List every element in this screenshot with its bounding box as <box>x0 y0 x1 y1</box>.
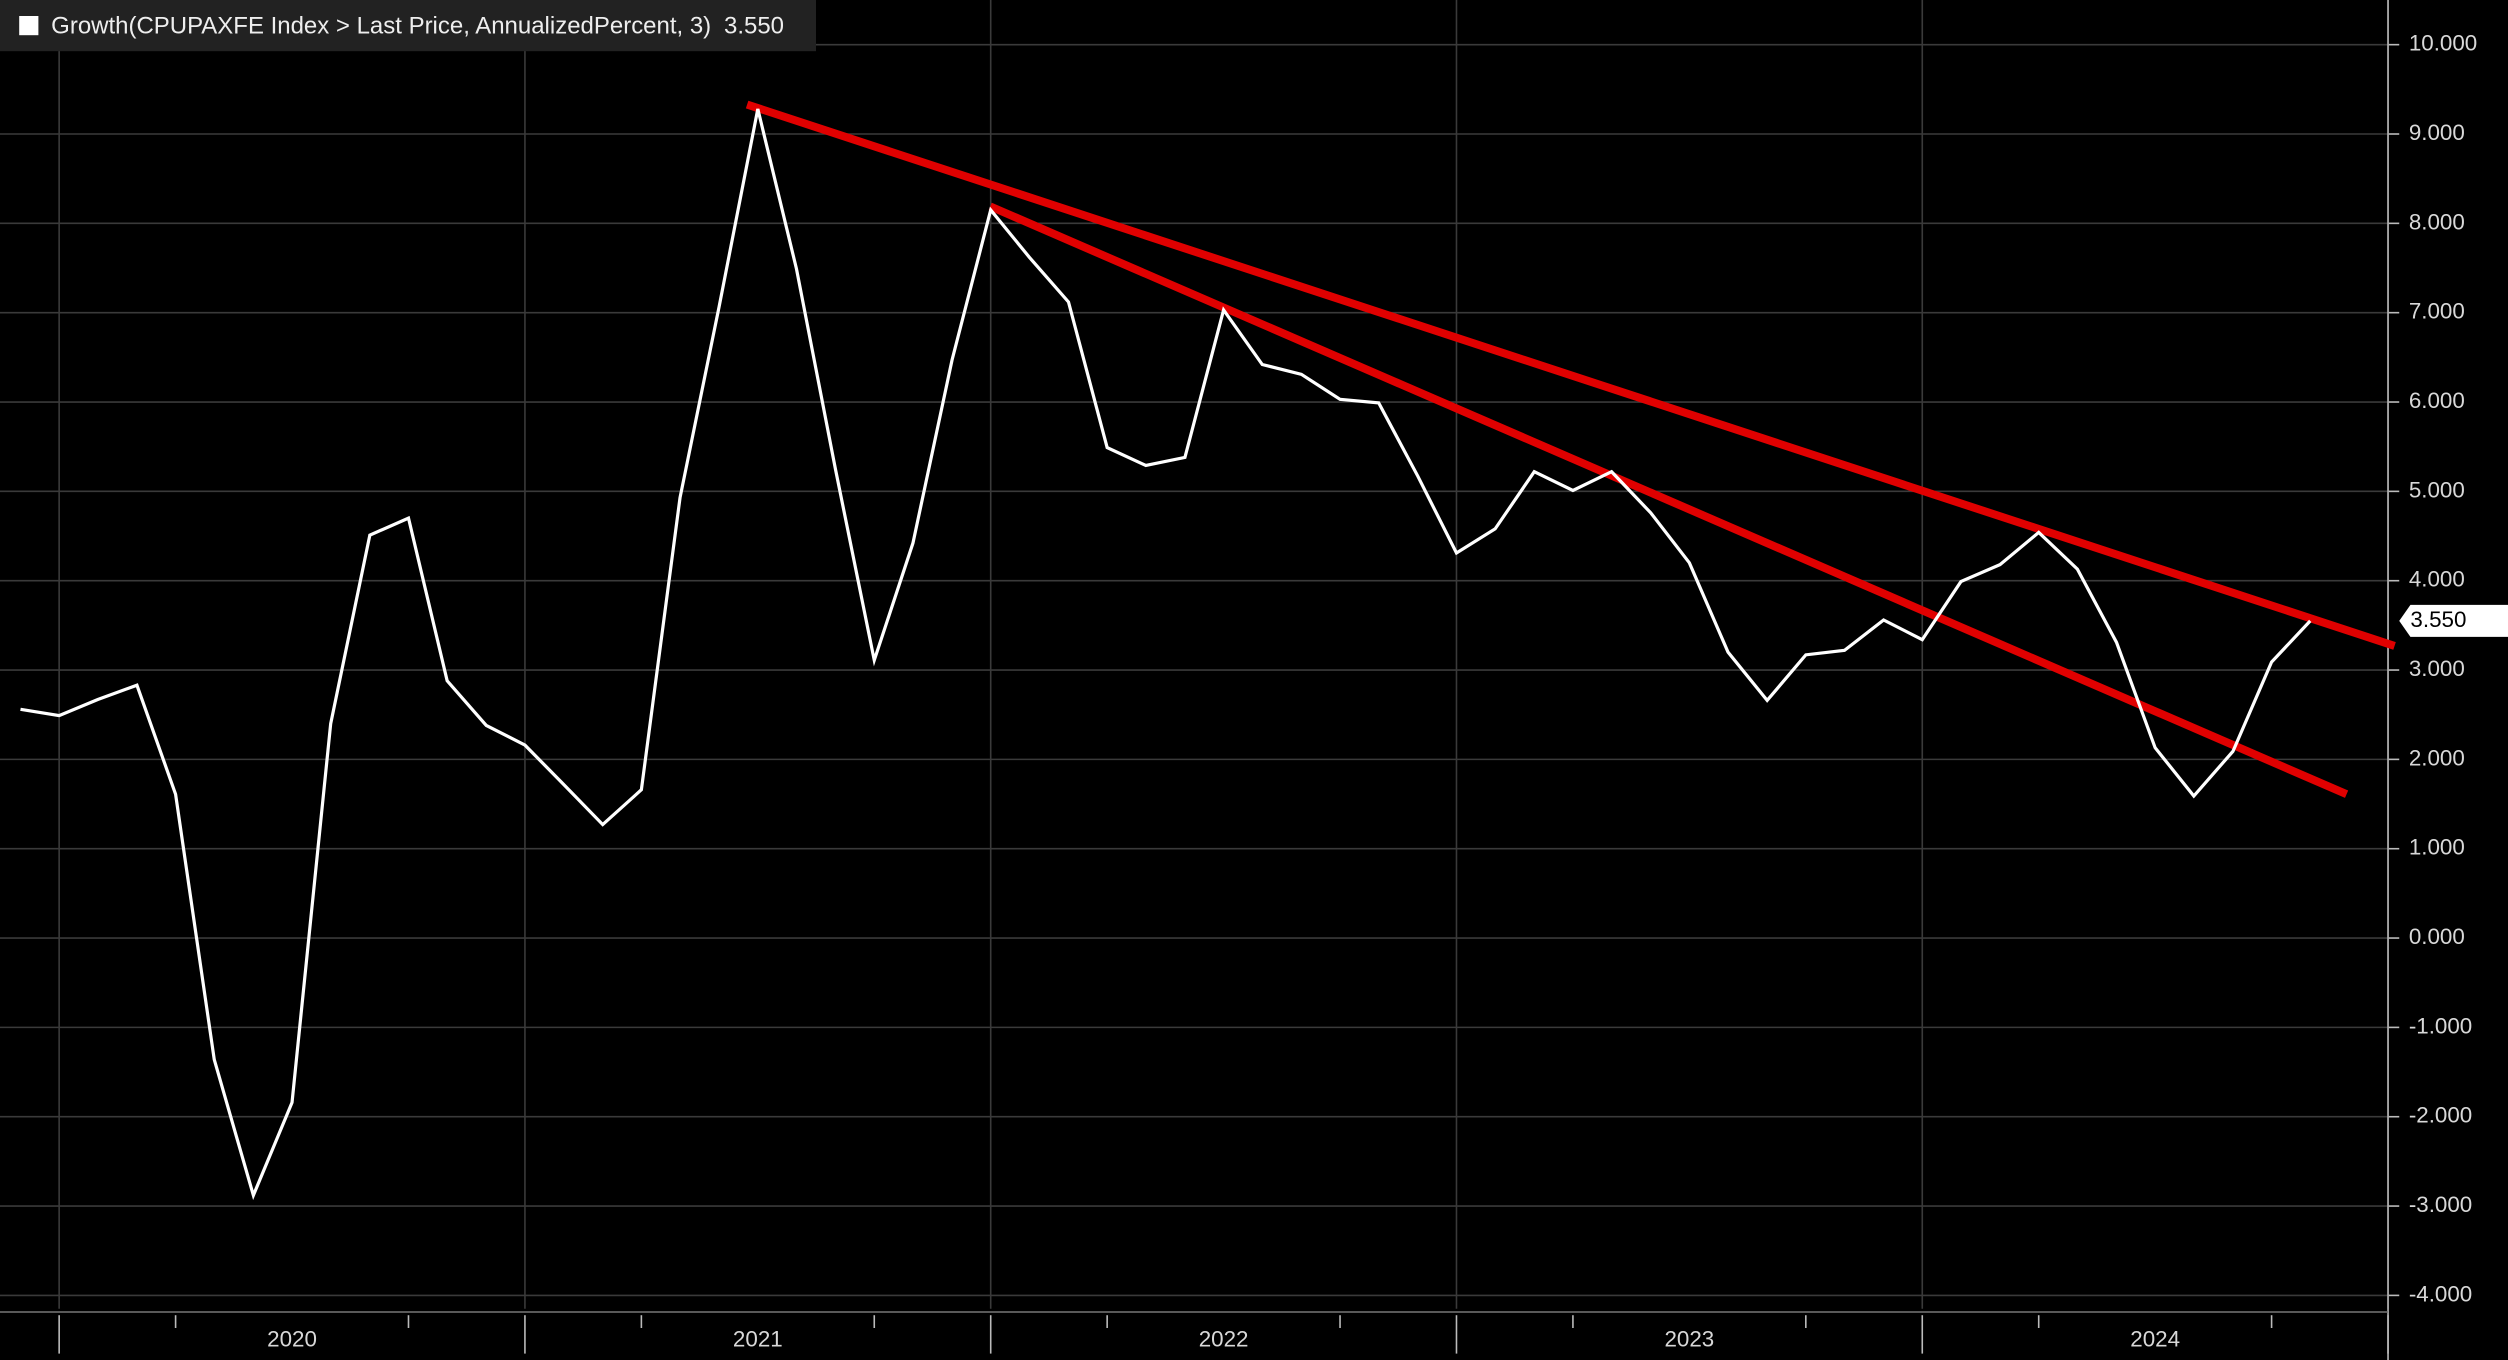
y-tick-label: 9.000 <box>2409 120 2465 145</box>
y-tick-label: 4.000 <box>2409 567 2465 592</box>
x-tick-label: 2022 <box>1199 1327 1249 1352</box>
x-tick-label: 2021 <box>733 1327 783 1352</box>
legend-background <box>0 0 816 52</box>
legend-label: Growth(CPUPAXFE Index > Last Price, Annu… <box>51 13 711 40</box>
x-tick-label: 2023 <box>1664 1327 1714 1352</box>
x-tick-label: 2024 <box>2130 1327 2180 1352</box>
y-tick-label: 2.000 <box>2409 745 2465 770</box>
legend-value: 3.550 <box>724 13 784 40</box>
trendline <box>988 202 2349 798</box>
y-tick-label: 8.000 <box>2409 209 2465 234</box>
last-value-tag <box>2399 604 2508 637</box>
last-value-label: 3.550 <box>2410 607 2466 632</box>
legend-swatch <box>19 16 39 36</box>
y-tick-label: -1.000 <box>2409 1013 2472 1038</box>
y-tick-label: -2.000 <box>2409 1103 2472 1128</box>
y-tick-label: -3.000 <box>2409 1192 2472 1217</box>
trendline <box>745 100 2396 650</box>
y-tick-label: 1.000 <box>2409 835 2465 860</box>
y-tick-label: -4.000 <box>2409 1281 2472 1306</box>
y-tick-label: 6.000 <box>2409 388 2465 413</box>
y-tick-label: 3.000 <box>2409 656 2465 681</box>
y-tick-label: 0.000 <box>2409 924 2465 949</box>
x-tick-label: 2020 <box>267 1327 317 1352</box>
series-line <box>20 108 2312 1201</box>
y-tick-label: 5.000 <box>2409 477 2465 502</box>
legend: Growth(CPUPAXFE Index > Last Price, Annu… <box>0 0 816 52</box>
y-tick-label: 7.000 <box>2409 299 2465 324</box>
y-tick-label: 10.000 <box>2409 31 2477 56</box>
